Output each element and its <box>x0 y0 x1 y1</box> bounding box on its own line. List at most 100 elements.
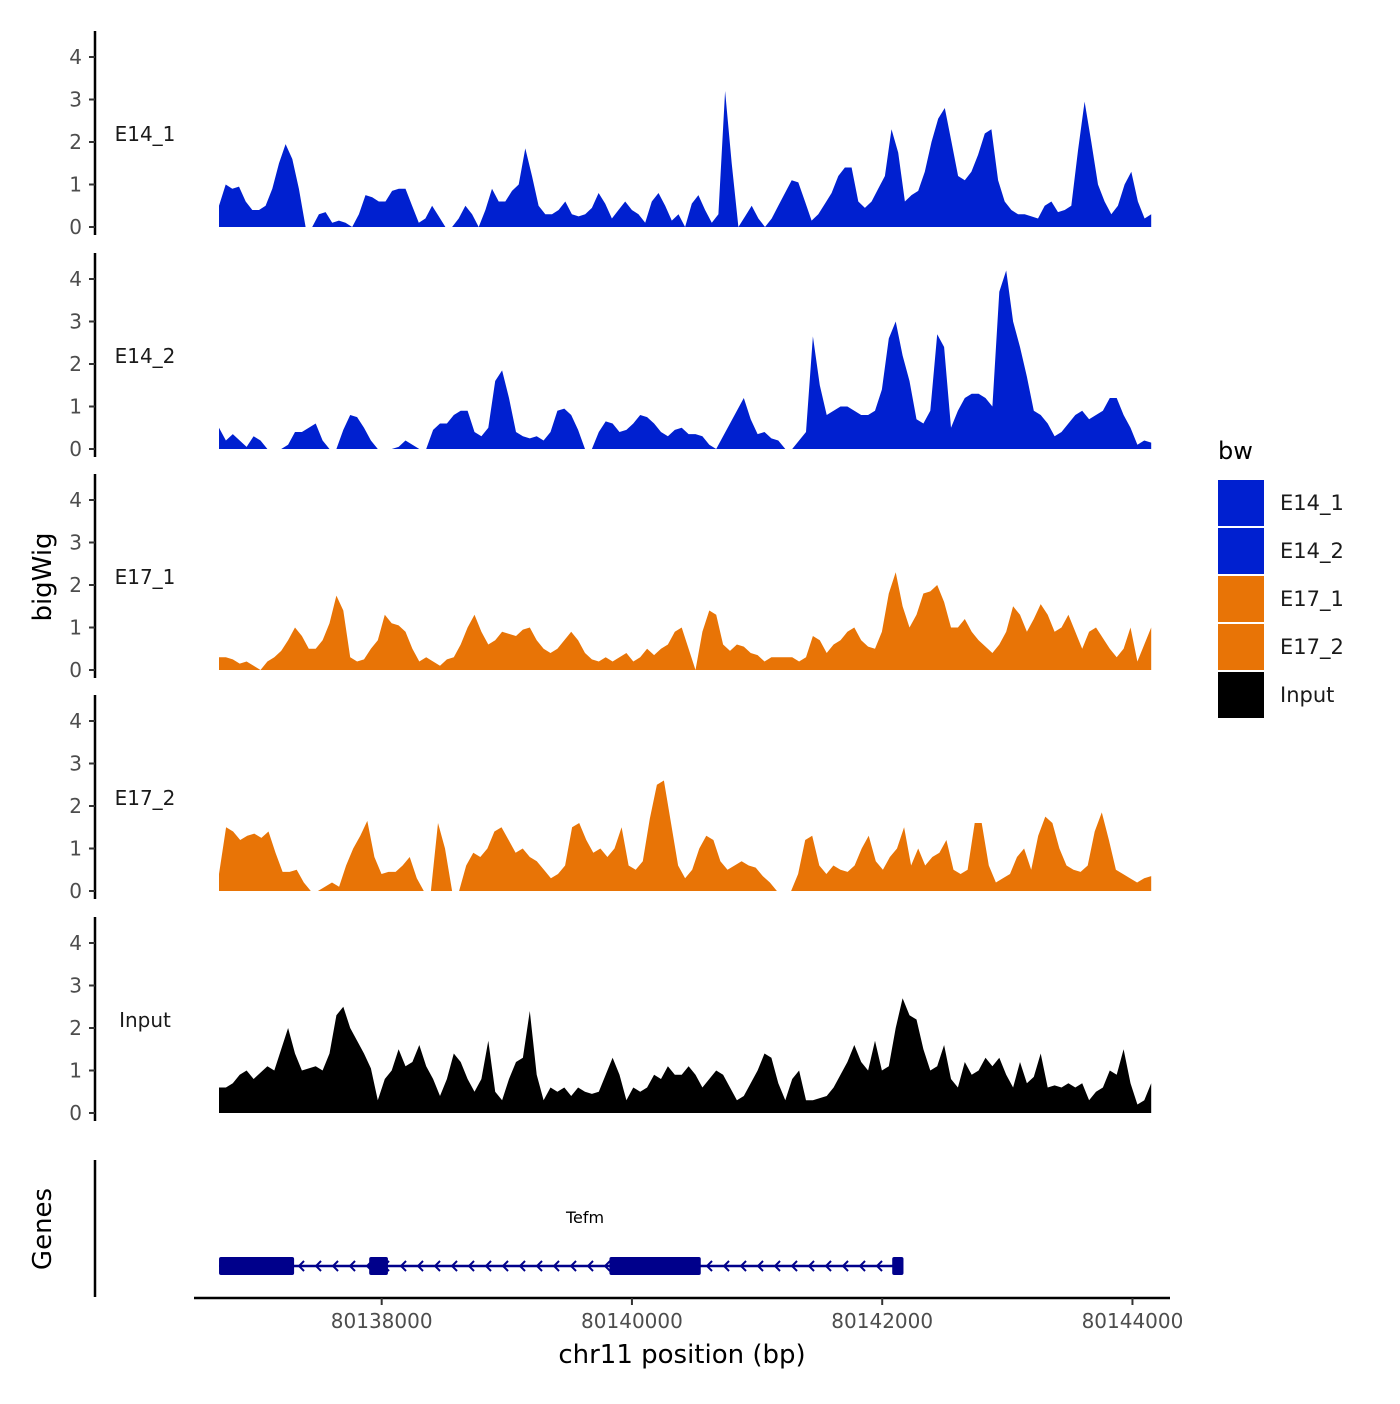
strand-arrow <box>773 1260 781 1272</box>
legend-label: E14_2 <box>1280 539 1344 564</box>
legend-label: E14_1 <box>1280 491 1344 516</box>
y-tick-label: 4 <box>69 709 82 733</box>
genes-axis-title: Genes <box>28 1188 58 1270</box>
legend-item-e17-2: E17_2 <box>1218 624 1344 670</box>
strand-arrow <box>467 1260 475 1272</box>
gene-track: Tefm <box>93 1160 904 1297</box>
coverage-area-e14-2 <box>219 270 1152 449</box>
strand-arrow <box>518 1260 526 1272</box>
x-tick-label: 80138000 <box>331 1309 433 1333</box>
x-tick-label: 80144000 <box>1082 1309 1184 1333</box>
y-tick-label: 0 <box>69 1101 82 1125</box>
coverage-area-e14-1 <box>219 91 1152 227</box>
track-e17-2: 0 1 2 3 4 E17_2 <box>69 695 1152 903</box>
legend-swatch <box>1218 576 1264 622</box>
y-tick-label: 0 <box>69 215 82 239</box>
gene-exon <box>609 1257 701 1275</box>
y-tick-label: 2 <box>69 794 82 818</box>
y-tick-label: 3 <box>69 310 82 334</box>
y-tick-label: 0 <box>69 879 82 903</box>
y-tick-label: 0 <box>69 437 82 461</box>
y-tick-label: 1 <box>69 395 82 419</box>
strand-arrow <box>535 1260 543 1272</box>
strand-arrow <box>297 1260 305 1272</box>
y-tick-label: 2 <box>69 1016 82 1040</box>
strand-arrow <box>875 1260 883 1272</box>
legend-item-e14-1: E14_1 <box>1218 480 1344 526</box>
strand-arrow <box>552 1260 560 1272</box>
gene-name-label: Tefm <box>565 1208 604 1227</box>
track-e14-2: 0 1 2 3 4 E14_2 <box>69 253 1152 461</box>
strand-arrow <box>790 1260 798 1272</box>
strand-arrow <box>433 1260 441 1272</box>
y-tick-label: 2 <box>69 573 82 597</box>
strand-arrow <box>450 1260 458 1272</box>
strand-arrow <box>722 1260 730 1272</box>
legend-swatch <box>1218 480 1264 526</box>
legend-swatch <box>1218 672 1264 718</box>
strand-arrow <box>331 1260 339 1272</box>
y-tick-label: 1 <box>69 173 82 197</box>
strand-arrow <box>841 1260 849 1272</box>
strand-arrow <box>807 1260 815 1272</box>
x-tick-label: 80142000 <box>831 1309 933 1333</box>
legend-swatch <box>1218 528 1264 574</box>
y-tick-label: 2 <box>69 352 82 376</box>
legend-label: E17_2 <box>1280 635 1344 660</box>
legend-label: E17_1 <box>1280 587 1344 612</box>
y-tick-label: 0 <box>69 658 82 682</box>
y-tick-label: 2 <box>69 130 82 154</box>
legend-item-e14-2: E14_2 <box>1218 528 1344 574</box>
y-tick-label: 4 <box>69 45 82 69</box>
strand-arrow <box>348 1260 356 1272</box>
y-tick-label: 3 <box>69 88 82 112</box>
legend-item-e17-1: E17_1 <box>1218 576 1344 622</box>
legend-item-input: Input <box>1218 672 1334 718</box>
strand-arrow <box>501 1260 509 1272</box>
legend-label: Input <box>1280 683 1334 707</box>
y-tick-label: 3 <box>69 531 82 555</box>
y-tick-label: 3 <box>69 974 82 998</box>
track-label: E17_2 <box>115 786 176 810</box>
y-tick-label: 3 <box>69 752 82 776</box>
track-e14-1: 0 1 2 3 4 E14_1 <box>69 31 1152 239</box>
y-tick-label: 4 <box>69 267 82 291</box>
y-axis-title: bigWig <box>28 532 58 621</box>
track-label: E14_1 <box>115 122 176 146</box>
strand-arrow <box>603 1260 611 1272</box>
strand-arrow <box>739 1260 747 1272</box>
strand-arrow <box>416 1260 424 1272</box>
y-tick-label: 1 <box>69 837 82 861</box>
strand-arrow <box>569 1260 577 1272</box>
coverage-area-e17-1 <box>219 572 1152 670</box>
y-tick-label: 1 <box>69 616 82 640</box>
y-tick-label: 4 <box>69 931 82 955</box>
track-e17-1: 0 1 2 3 4 E17_1 <box>69 474 1152 682</box>
strand-arrow <box>705 1260 713 1272</box>
strand-arrow <box>586 1260 594 1272</box>
legend-title: bw <box>1218 437 1253 465</box>
strand-arrow <box>484 1260 492 1272</box>
x-axis-title: chr11 position (bp) <box>558 1340 805 1370</box>
strand-arrow <box>858 1260 866 1272</box>
track-label: Input <box>119 1008 171 1032</box>
track-input: 0 1 2 3 4 Input <box>69 917 1152 1125</box>
strand-arrow <box>756 1260 764 1272</box>
y-tick-label: 1 <box>69 1059 82 1083</box>
x-axis: 80138000 80140000 80142000 80144000 <box>194 1296 1184 1333</box>
tracks-layer: 0 1 2 3 4 E14_1 0 1 2 3 4 E14_2 0 1 2 3 4 E17_1 0 1 2 3 4 E17_2… <box>69 31 1152 1125</box>
strand-arrow <box>399 1260 407 1272</box>
track-label: E14_2 <box>115 344 176 368</box>
y-tick-label: 4 <box>69 488 82 512</box>
track-label: E17_1 <box>115 565 176 589</box>
strand-arrow <box>314 1260 322 1272</box>
x-tick-label: 80140000 <box>581 1309 683 1333</box>
gene-exon <box>369 1257 388 1275</box>
strand-arrow <box>824 1260 832 1272</box>
coverage-area-input <box>219 998 1152 1113</box>
legend: bw E14_1 E14_2 E17_1 E17_2 Input <box>1218 437 1344 718</box>
coverage-area-e17-2 <box>219 780 1152 891</box>
gene-exon <box>892 1257 904 1275</box>
